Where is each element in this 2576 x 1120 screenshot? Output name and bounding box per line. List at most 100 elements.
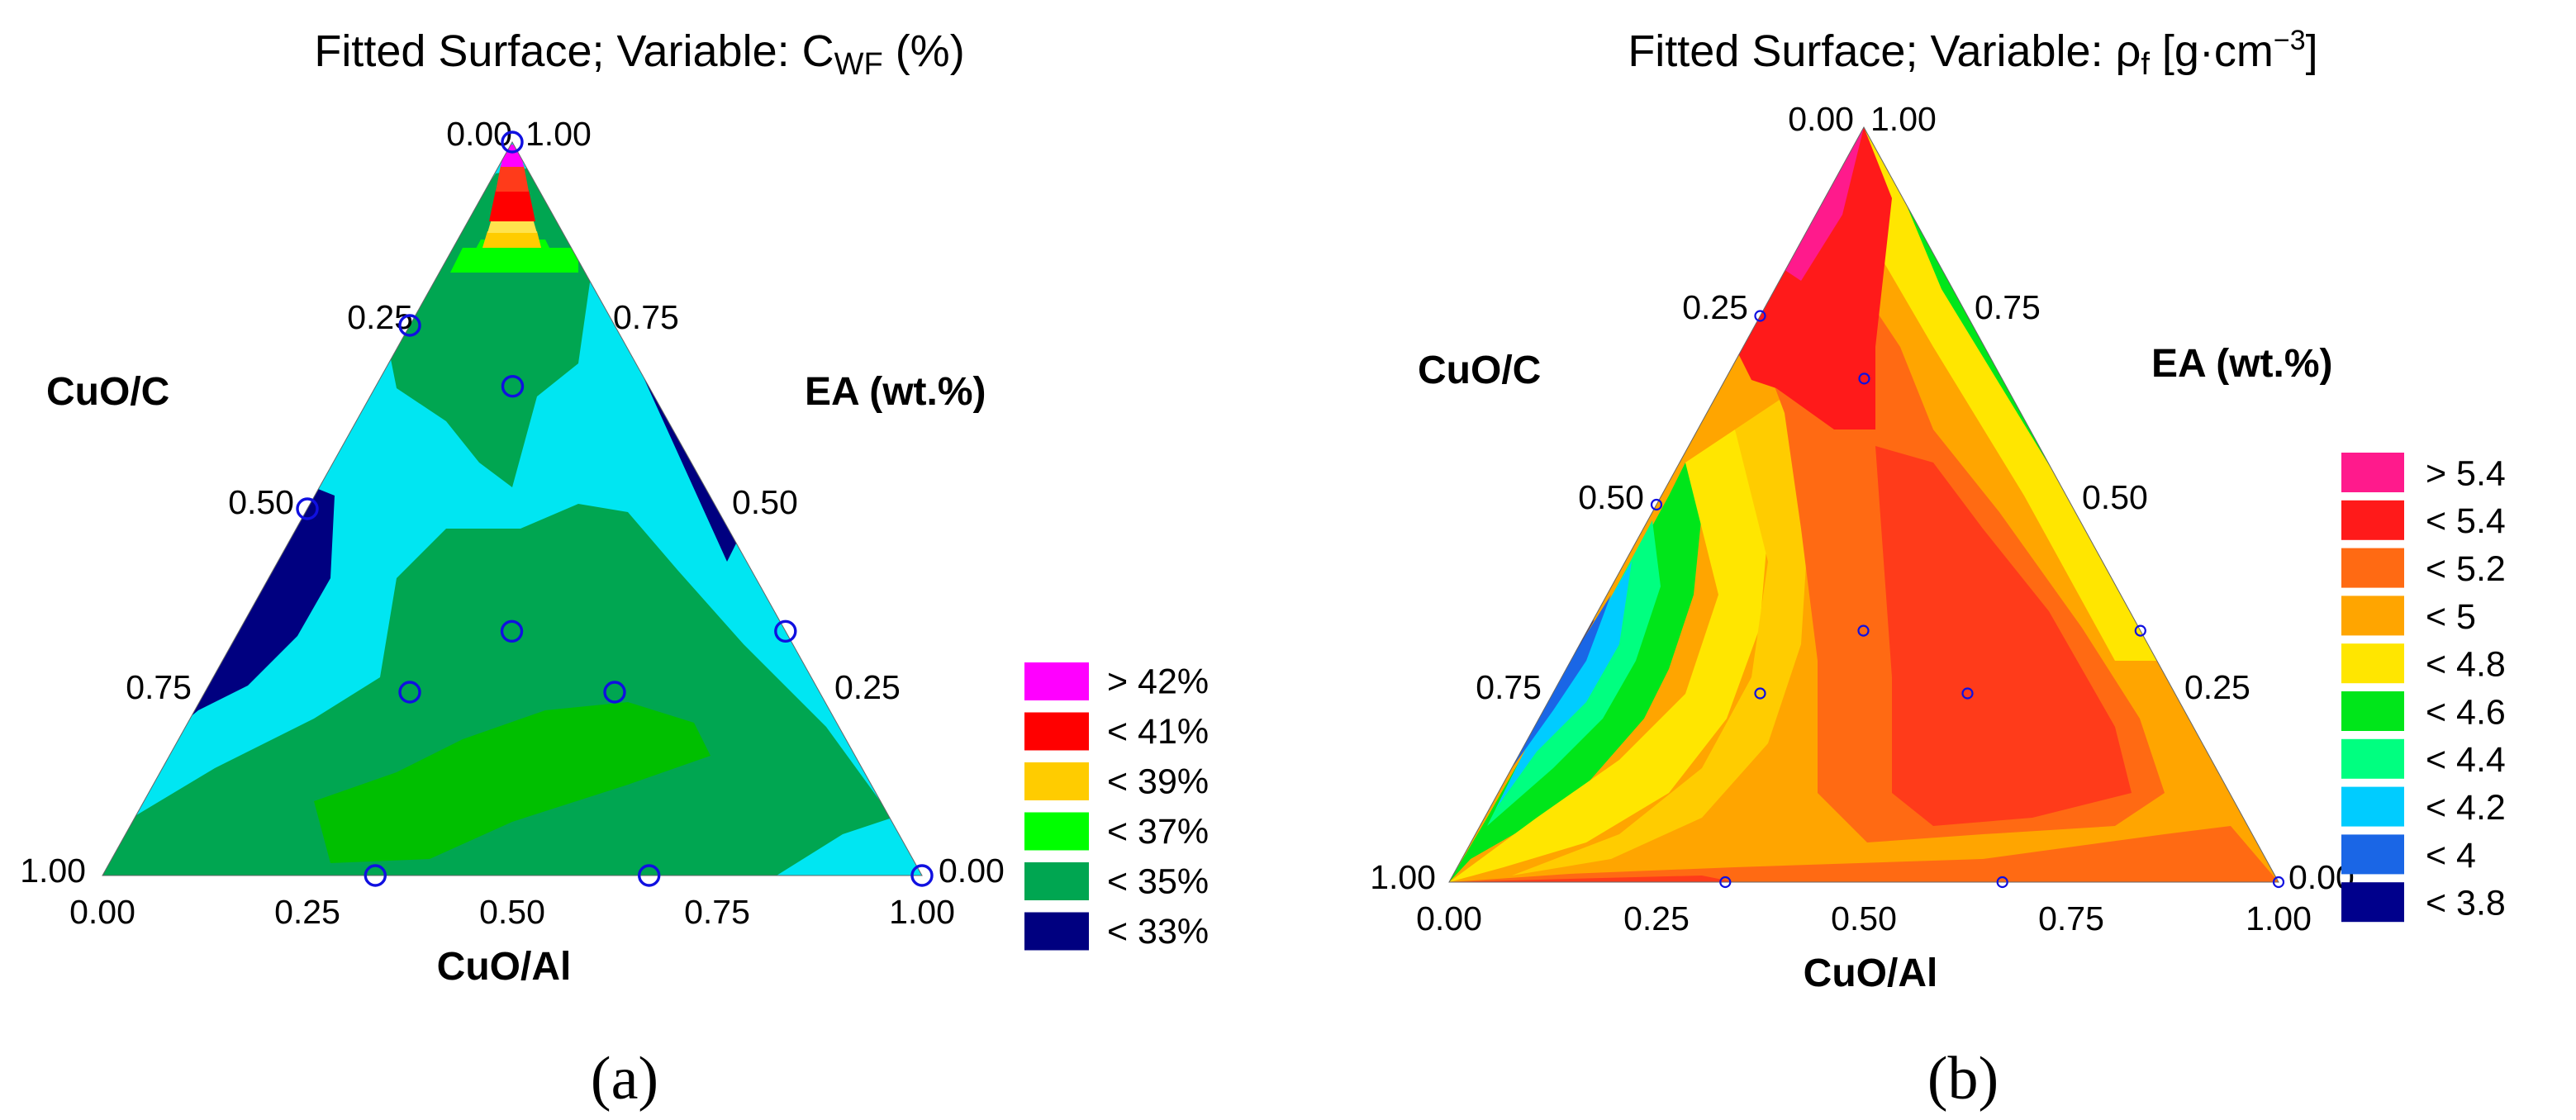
design-point <box>1650 498 1663 511</box>
design-point <box>364 864 387 887</box>
axis-label-left-a: CuO/C <box>46 370 169 414</box>
tick-left-050-a: 0.50 <box>228 483 294 521</box>
design-point <box>1996 876 2008 889</box>
tick-left-100-a: 1.00 <box>20 852 86 890</box>
contour-surface-b <box>1449 127 2279 882</box>
tick-bottom-100-a: 1.00 <box>889 893 955 931</box>
panel-a: Fitted Surface; Variable: CWF (%) <box>20 26 1209 1113</box>
legend-swatch <box>2341 691 2404 731</box>
legend-label: < 4 <box>2426 836 2476 876</box>
legend-label: < 5 <box>2426 597 2476 637</box>
region-lt37-br-a <box>777 818 922 876</box>
region-lt54-center-b <box>1875 446 2132 826</box>
region-lt33-left-a <box>188 487 335 719</box>
legend-swatch <box>1024 762 1089 800</box>
legend-swatch <box>2341 834 2404 875</box>
legend-b: > 5.4 < 5.4 < 5.2 < 5 < 4.8 < 4.6 < 4.4 < 4.2 < … <box>2341 453 2506 923</box>
tick-bottom-025-b: 0.25 <box>1623 899 1690 937</box>
band-41-a <box>489 190 535 221</box>
band-48-left-b <box>1449 429 1768 882</box>
tick-left-050-b: 0.50 <box>1578 478 1644 516</box>
legend-label: < 3.8 <box>2426 884 2506 923</box>
design-point <box>1961 687 1974 700</box>
tick-left-075-b: 0.75 <box>1476 668 1542 706</box>
tick-bottom-000-b: 0.00 <box>1416 899 1482 937</box>
design-point <box>603 681 626 704</box>
legend-swatch <box>2341 596 2404 636</box>
design-points-b <box>1650 310 2285 889</box>
triangle-a <box>102 140 923 876</box>
legend-label: < 4.8 <box>2426 645 2506 685</box>
legend-swatch <box>2341 738 2404 779</box>
design-point <box>296 497 319 520</box>
tick-bottom-050-b: 0.50 <box>1831 899 1897 937</box>
design-point <box>501 131 524 154</box>
panel-label-b: (b) <box>1927 1045 1999 1113</box>
legend-label: < 4.4 <box>2426 740 2506 780</box>
tick-left-075-a: 0.75 <box>126 668 192 706</box>
legend-swatch <box>2341 500 2404 540</box>
design-point <box>1754 687 1766 700</box>
region-bright-a <box>314 702 711 863</box>
design-point <box>1719 876 1732 889</box>
legend-swatch <box>1024 812 1089 851</box>
tick-right-075-b: 0.75 <box>1975 288 2041 326</box>
legend-swatch <box>2341 548 2404 588</box>
legend-label: < 35% <box>1107 862 1209 902</box>
axis-label-right-b: EA (wt.%) <box>2151 342 2333 386</box>
legend-label: < 41% <box>1107 712 1209 752</box>
tick-right-050-b: 0.50 <box>2082 478 2148 516</box>
title-b: Fitted Surface; Variable: ρf [g·cm−3] <box>1628 25 2317 82</box>
design-point <box>501 375 525 398</box>
panel-label-a: (a) <box>591 1045 658 1113</box>
tick-right-050-a: 0.50 <box>732 483 798 521</box>
band-40-b <box>1512 595 1611 768</box>
title-a: Fitted Surface; Variable: CWF (%) <box>314 26 964 82</box>
legend-label: < 5.2 <box>2426 549 2506 589</box>
design-point <box>398 681 421 704</box>
legend-swatch <box>1024 862 1089 900</box>
legend-swatch <box>2341 453 2404 492</box>
design-point <box>638 864 661 887</box>
design-point <box>500 619 524 643</box>
tick-bottom-075-b: 0.75 <box>2038 899 2104 937</box>
band-39-a <box>482 231 541 248</box>
tick-bottom-000-a: 0.00 <box>69 893 135 931</box>
design-point <box>398 314 421 337</box>
contour-surface-a <box>102 142 922 876</box>
tick-bottom-050-a: 0.50 <box>479 893 545 931</box>
legend-label: < 4.6 <box>2426 692 2506 732</box>
legend-label: < 33% <box>1107 912 1209 952</box>
design-point <box>2134 624 2146 637</box>
legend-label: > 42% <box>1107 662 1209 702</box>
tick-right-100-b: 1.00 <box>1870 100 1937 138</box>
legend-swatch <box>2341 643 2404 684</box>
tick-left-100-b: 1.00 <box>1370 858 1436 896</box>
axis-label-bottom-a: CuO/Al <box>437 945 572 989</box>
tick-bottom-075-a: 0.75 <box>684 893 750 931</box>
tick-right-075-a: 0.75 <box>613 298 679 336</box>
region-lt35-lower-a <box>102 504 922 876</box>
legend-swatch <box>1024 662 1089 700</box>
legend-label: < 4.2 <box>2426 788 2506 828</box>
legend-swatch <box>2341 882 2404 923</box>
tick-left-000-a: 0.00 <box>446 115 512 153</box>
triangle-b <box>1448 126 2279 883</box>
design-point <box>910 864 934 887</box>
tick-right-025-b: 0.25 <box>2184 668 2250 706</box>
tick-left-000-b: 0.00 <box>1788 100 1854 138</box>
axis-label-bottom-b: CuO/Al <box>1804 952 1938 995</box>
design-point <box>1754 310 1766 322</box>
region-lt54-top-b <box>1735 127 1892 429</box>
tick-left-025-b: 0.25 <box>1682 288 1748 326</box>
panel-b: Fitted Surface; Variable: ρf [g·cm−3] <box>1370 25 2506 1113</box>
axis-label-left-b: CuO/C <box>1418 349 1541 392</box>
legend-swatch <box>1024 712 1089 751</box>
design-point <box>2272 876 2285 889</box>
legend-label: < 39% <box>1107 762 1209 802</box>
legend-label: < 37% <box>1107 812 1209 852</box>
design-point <box>1858 373 1870 385</box>
legend-label: < 5.4 <box>2426 501 2506 541</box>
design-point <box>774 619 797 643</box>
